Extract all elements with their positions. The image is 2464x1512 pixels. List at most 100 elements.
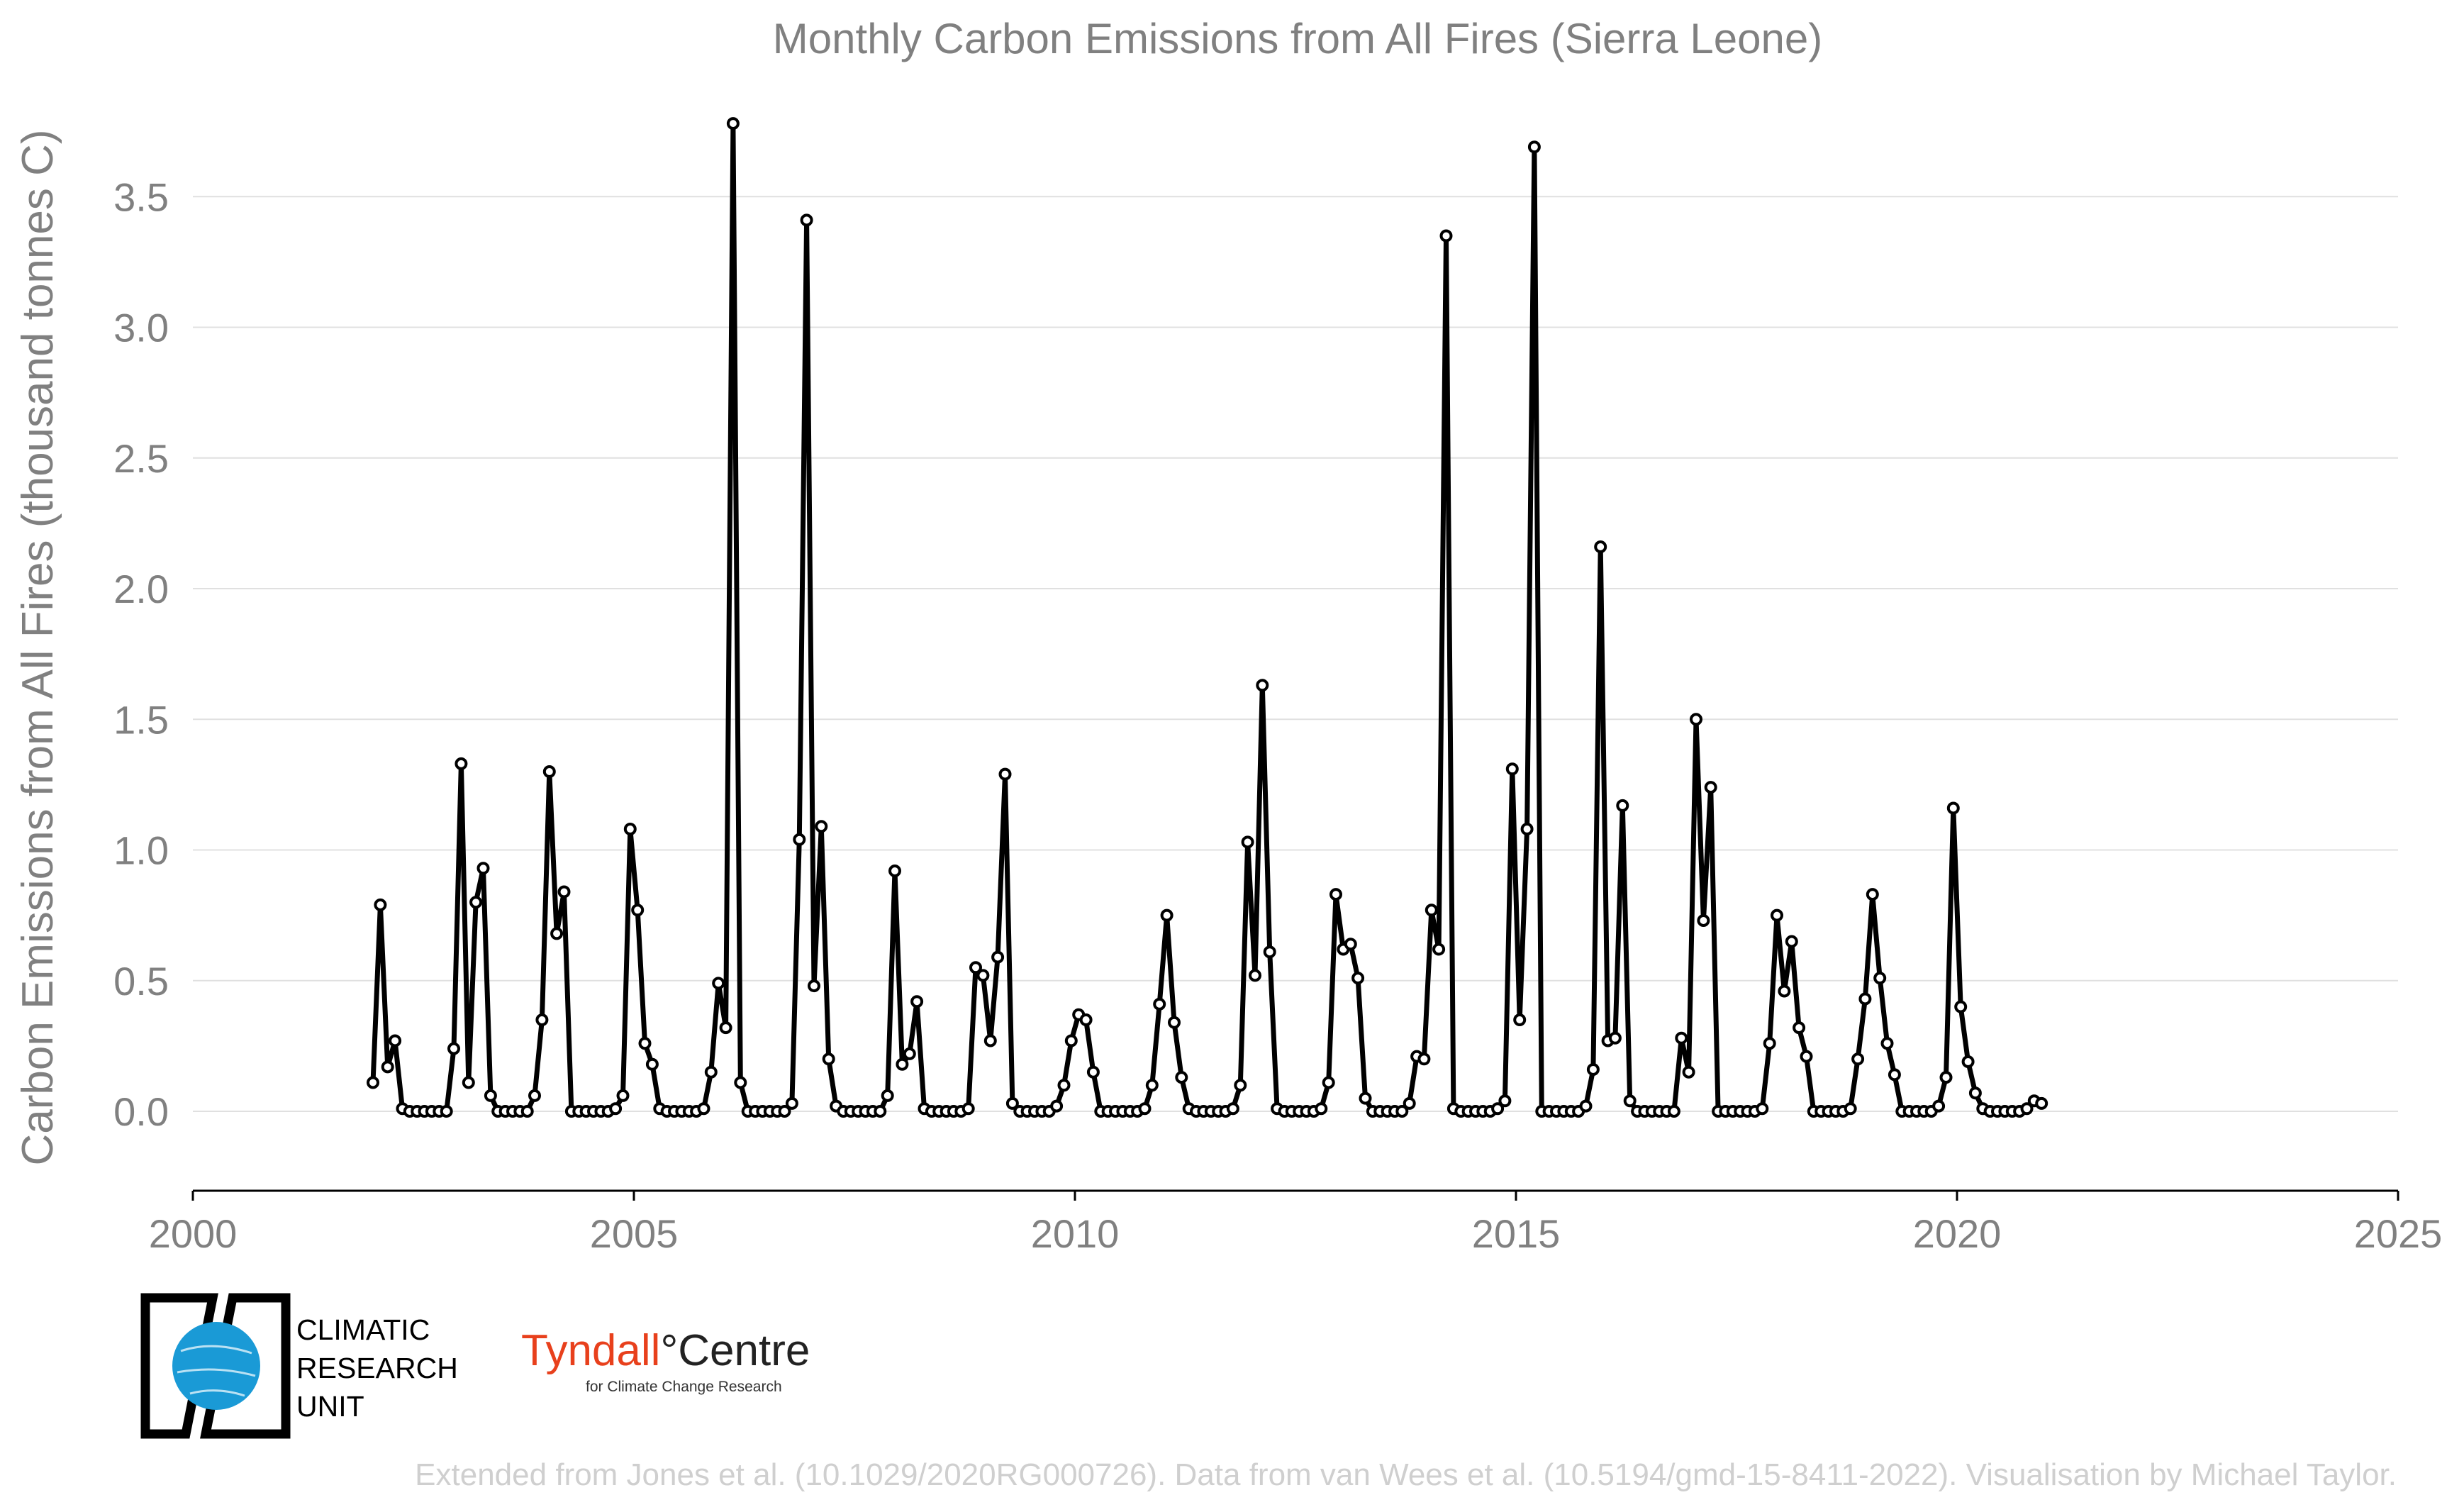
data-point — [1513, 1013, 1527, 1026]
data-point — [462, 1076, 475, 1089]
data-point — [704, 1065, 718, 1079]
footer-credits: Extended from Jones et al. (10.1029/2020… — [415, 1457, 2397, 1492]
data-point — [998, 767, 1012, 781]
data-point — [1403, 1096, 1416, 1110]
data-point — [778, 1105, 791, 1118]
data-point — [367, 1076, 379, 1089]
x-tick-label: 2010 — [1031, 1211, 1120, 1256]
data-point — [440, 1105, 453, 1118]
data-point — [881, 1089, 894, 1102]
data-point — [1520, 823, 1534, 835]
data-point — [1939, 1071, 1953, 1084]
data-point — [455, 757, 468, 770]
data-point — [1527, 140, 1541, 154]
data-point — [520, 1105, 534, 1118]
data-point — [557, 885, 571, 899]
data-point — [1697, 914, 1710, 927]
cru-line: UNIT — [296, 1390, 364, 1423]
gridlines — [193, 196, 2398, 1112]
y-axis-label: Carbon Emissions from All Fires (thousan… — [13, 129, 62, 1165]
data-point — [1263, 945, 1276, 959]
data-point — [1844, 1102, 1857, 1116]
tyndall-logo: Tyndall°Centre — [521, 1326, 810, 1376]
data-point — [1873, 972, 1887, 985]
y-tick-label: 2.0 — [113, 567, 169, 611]
data-point — [1425, 904, 1438, 917]
data-point — [1226, 1102, 1239, 1116]
series-points — [367, 117, 2048, 1118]
data-point — [808, 979, 820, 993]
data-point — [1498, 1094, 1512, 1108]
data-point — [528, 1089, 541, 1102]
data-point — [793, 833, 806, 846]
y-tick-label: 0.0 — [113, 1089, 169, 1134]
data-point — [2020, 1102, 2034, 1116]
data-point — [888, 865, 901, 877]
tyndall-logo-degree: ° — [660, 1326, 679, 1375]
data-point — [1064, 1034, 1078, 1047]
data-point — [1432, 943, 1446, 956]
x-tick-label: 2005 — [590, 1211, 679, 1256]
x-tick-label: 2020 — [1913, 1211, 2002, 1256]
x-tick-label: 2015 — [1472, 1211, 1561, 1256]
data-point — [1771, 908, 1783, 922]
data-point — [896, 1057, 909, 1071]
globe-icon — [172, 1322, 260, 1410]
y-tick-label: 3.0 — [113, 306, 169, 350]
data-point — [1505, 762, 1519, 776]
data-point — [1153, 997, 1166, 1011]
data-point — [381, 1060, 394, 1074]
data-point — [469, 896, 483, 909]
data-point — [822, 1052, 835, 1066]
data-point — [800, 213, 813, 227]
data-point — [1586, 1063, 1600, 1076]
tyndall-logo-black: Centre — [678, 1326, 810, 1375]
data-point — [983, 1034, 997, 1047]
data-point — [1344, 938, 1357, 951]
data-point — [712, 977, 725, 990]
data-point — [1234, 1079, 1247, 1092]
data-point — [1249, 969, 1261, 982]
x-tick-label: 2000 — [149, 1211, 238, 1256]
data-point — [910, 995, 924, 1008]
data-point — [1763, 1037, 1776, 1050]
data-point — [1315, 1102, 1328, 1116]
data-point — [389, 1034, 402, 1047]
data-point — [1851, 1052, 1865, 1066]
data-point — [1616, 799, 1629, 812]
cru-line: CLIMATIC — [296, 1313, 430, 1346]
data-point — [645, 1057, 659, 1071]
chart-title: Monthly Carbon Emissions from All Fires … — [773, 15, 1823, 62]
data-point — [1439, 229, 1453, 243]
data-point — [1594, 540, 1607, 553]
data-point — [1005, 1096, 1019, 1110]
y-tick-label: 3.5 — [113, 174, 169, 219]
data-point — [785, 1096, 798, 1110]
data-point — [1793, 1021, 1806, 1035]
data-point — [1168, 1016, 1181, 1029]
data-point — [484, 1089, 497, 1102]
data-point — [623, 823, 637, 835]
data-point — [1160, 908, 1174, 922]
data-point — [1932, 1099, 1946, 1113]
data-point — [476, 862, 490, 875]
data-point — [1608, 1031, 1622, 1045]
data-point — [1079, 1013, 1093, 1026]
data-point — [1880, 1037, 1894, 1050]
data-point — [1954, 1000, 1968, 1013]
cru-logo-text: CLIMATIC RESEARCH UNIT — [296, 1311, 458, 1425]
cru-logo — [140, 1293, 291, 1439]
data-point — [1866, 888, 1879, 901]
data-point — [1175, 1071, 1188, 1084]
data-point — [991, 950, 1005, 964]
data-point — [1968, 1086, 1982, 1100]
y-tick-label: 0.5 — [113, 959, 169, 1004]
data-point — [1395, 1105, 1409, 1118]
data-point — [1858, 992, 1872, 1006]
data-point — [1145, 1079, 1159, 1092]
data-point — [1946, 801, 1960, 815]
data-point — [609, 1102, 623, 1116]
data-point — [1050, 1099, 1064, 1113]
data-point — [447, 1042, 460, 1055]
